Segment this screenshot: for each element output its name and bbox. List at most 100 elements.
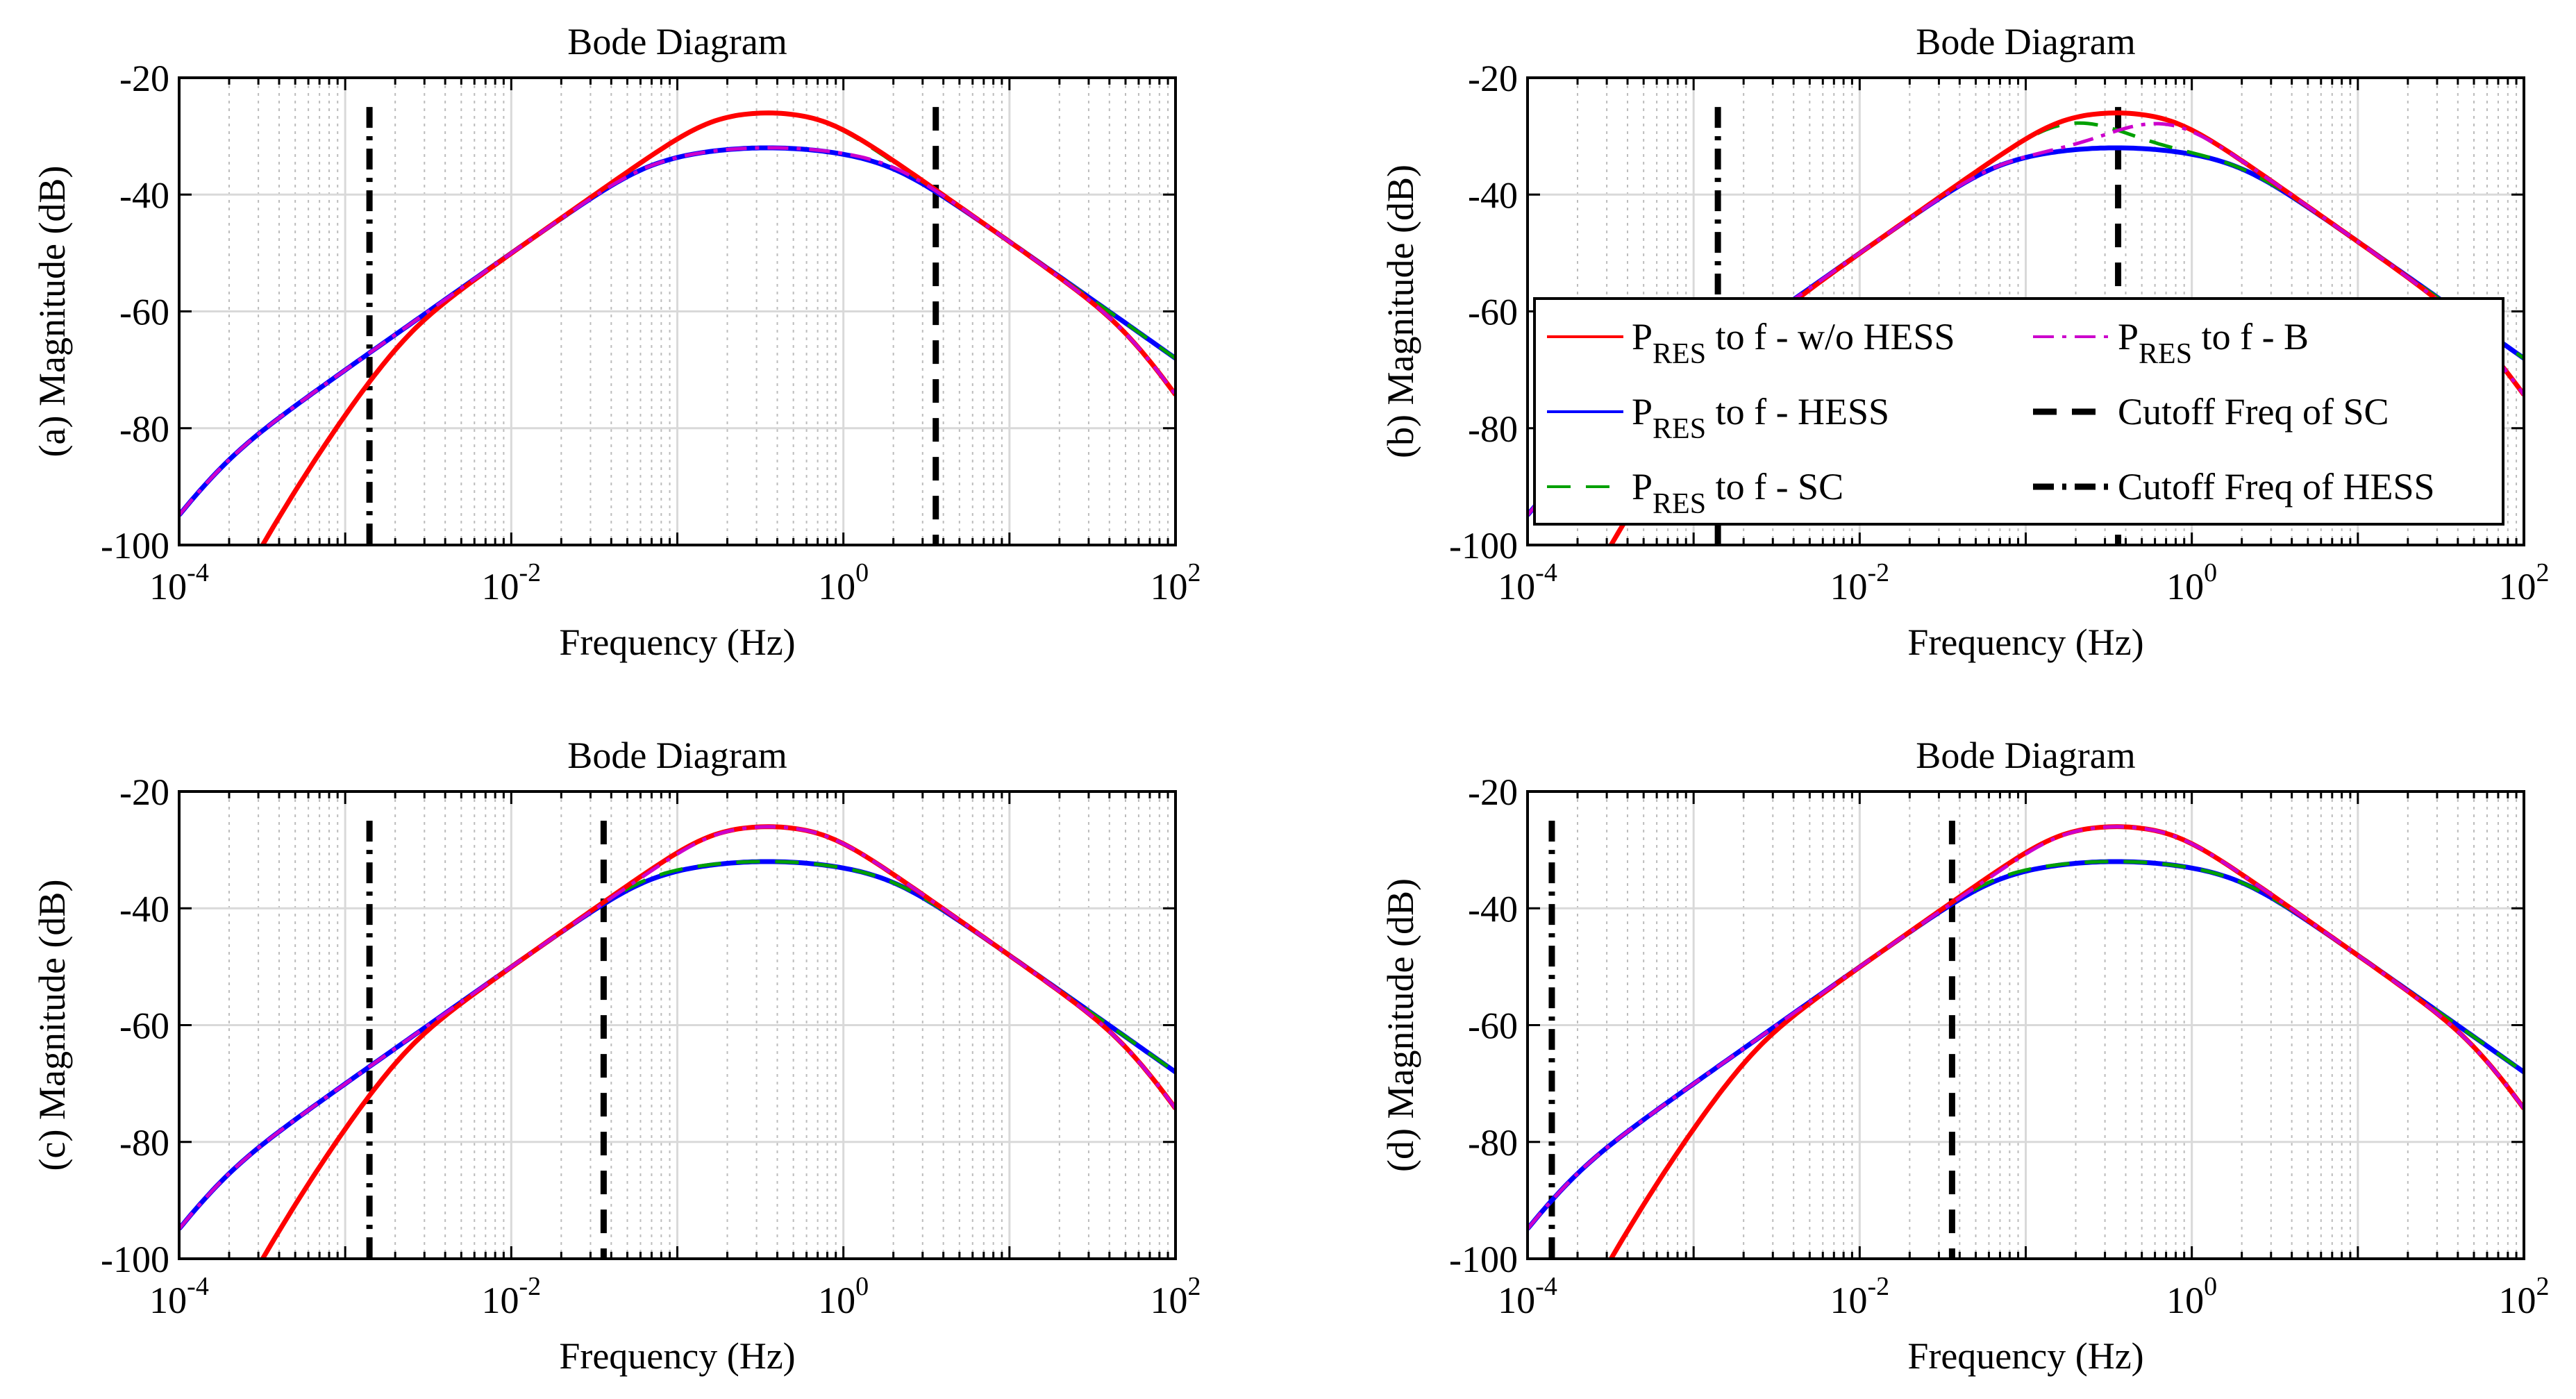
x-tick-label: 102 bbox=[2499, 1272, 2550, 1321]
y-tick-label: -80 bbox=[119, 408, 169, 450]
legend-label-sub: RES bbox=[2139, 338, 2192, 370]
x-tick-exponent: 2 bbox=[2536, 1272, 2550, 1301]
legend-label-rest: to f - B bbox=[2192, 316, 2309, 358]
x-tick-base: 10 bbox=[2166, 566, 2204, 608]
x-tick-exponent: 0 bbox=[855, 1272, 869, 1301]
y-tick-label: -60 bbox=[119, 292, 169, 333]
y-axis-label: (c) Magnitude (dB) bbox=[31, 880, 73, 1171]
x-tick-exponent: -2 bbox=[1868, 1272, 1890, 1301]
x-tick-label: 100 bbox=[2166, 1272, 2217, 1321]
x-tick-exponent: -2 bbox=[1868, 558, 1890, 587]
x-axis-label: Frequency (Hz) bbox=[559, 621, 795, 663]
x-tick-label: 10-4 bbox=[149, 1272, 209, 1321]
legend-label-sub: RES bbox=[1653, 413, 1706, 445]
x-tick-base: 10 bbox=[1498, 566, 1535, 608]
y-tick-label: -100 bbox=[1449, 525, 1518, 567]
legend-box bbox=[1533, 297, 2504, 526]
x-tick-exponent: 2 bbox=[1188, 558, 1201, 587]
x-tick-exponent: -4 bbox=[187, 1272, 209, 1301]
x-tick-base: 10 bbox=[818, 566, 855, 608]
legend-label-wo_hess: PRES to f - w/o HESS bbox=[1632, 316, 1955, 370]
legend-label-rest: to f - HESS bbox=[1706, 391, 1889, 433]
x-tick-base: 10 bbox=[1830, 1280, 1868, 1321]
x-tick-exponent: 0 bbox=[2204, 558, 2217, 587]
x-axis-label: Frequency (Hz) bbox=[1907, 1335, 2143, 1377]
x-tick-label: 10-2 bbox=[482, 558, 542, 608]
y-axis-label: (b) Magnitude (dB) bbox=[1380, 165, 1421, 458]
axes-frame bbox=[178, 790, 1177, 1260]
x-tick-exponent: -4 bbox=[187, 558, 209, 587]
legend-label-cut_sc: Cutoff Freq of SC bbox=[2118, 391, 2389, 433]
legend-label-main: P bbox=[1632, 316, 1653, 358]
y-tick-label: -100 bbox=[101, 525, 169, 567]
x-tick-label: 10-4 bbox=[149, 558, 209, 608]
legend-label-rest: to f - SC bbox=[1706, 466, 1843, 508]
plot-series-group bbox=[1528, 821, 2524, 1259]
axes-frame bbox=[1526, 790, 2525, 1260]
y-tick-label: -60 bbox=[1468, 1005, 1518, 1047]
x-axis-label: Frequency (Hz) bbox=[559, 1335, 795, 1377]
x-tick-exponent: 0 bbox=[855, 558, 869, 587]
chart-title: Bode Diagram bbox=[1916, 735, 2135, 776]
legend-label-rest: to f - w/o HESS bbox=[1706, 316, 1955, 358]
x-tick-base: 10 bbox=[2499, 566, 2536, 608]
y-tick-label: -80 bbox=[119, 1122, 169, 1164]
axes-frame bbox=[178, 76, 1177, 546]
legend-label-main: P bbox=[1632, 466, 1653, 508]
legend-label-rest: Cutoff Freq of HESS bbox=[2118, 466, 2435, 508]
y-tick-label: -40 bbox=[1468, 888, 1518, 930]
series-line-b bbox=[179, 825, 1176, 1230]
chart-title: Bode Diagram bbox=[567, 21, 787, 62]
y-tick-label: -80 bbox=[1468, 408, 1518, 450]
x-tick-base: 10 bbox=[1151, 566, 1188, 608]
legend-label-main: P bbox=[1632, 391, 1653, 433]
x-tick-exponent: 0 bbox=[2204, 1272, 2217, 1301]
x-tick-base: 10 bbox=[1830, 566, 1868, 608]
x-tick-label: 10-4 bbox=[1498, 1272, 1557, 1321]
legend-label-b: PRES to f - B bbox=[2118, 316, 2309, 370]
y-tick-label: -100 bbox=[1449, 1239, 1518, 1280]
chart-title: Bode Diagram bbox=[567, 735, 787, 776]
legend-label-rest: Cutoff Freq of SC bbox=[2118, 391, 2389, 433]
x-tick-exponent: 2 bbox=[1188, 1272, 1201, 1301]
plot-series-group bbox=[179, 107, 1176, 545]
x-tick-label: 102 bbox=[2499, 558, 2550, 608]
x-tick-label: 10-4 bbox=[1498, 558, 1557, 608]
x-tick-label: 100 bbox=[818, 558, 869, 608]
plot-series-group bbox=[179, 821, 1176, 1259]
x-tick-exponent: -2 bbox=[519, 558, 542, 587]
y-tick-label: -100 bbox=[101, 1239, 169, 1280]
y-axis-label: (a) Magnitude (dB) bbox=[31, 166, 73, 458]
x-tick-base: 10 bbox=[149, 566, 187, 608]
y-tick-label: -40 bbox=[119, 174, 169, 216]
x-tick-base: 10 bbox=[149, 1280, 187, 1321]
x-tick-label: 100 bbox=[2166, 558, 2217, 608]
x-tick-label: 10-2 bbox=[1830, 558, 1890, 608]
series-line-b bbox=[179, 146, 1176, 517]
x-tick-base: 10 bbox=[1498, 1280, 1535, 1321]
x-tick-exponent: -2 bbox=[519, 1272, 542, 1301]
legend-label-sub: RES bbox=[1653, 488, 1706, 520]
legend-label-hess: PRES to f - HESS bbox=[1632, 391, 1889, 445]
x-tick-exponent: -4 bbox=[1535, 1272, 1557, 1301]
legend-label-cut_hess: Cutoff Freq of HESS bbox=[2118, 466, 2435, 508]
x-tick-label: 10-2 bbox=[482, 1272, 542, 1321]
x-tick-base: 10 bbox=[482, 566, 519, 608]
legend-label-main: P bbox=[2118, 316, 2139, 358]
x-tick-base: 10 bbox=[1151, 1280, 1188, 1321]
legend-label-sub: RES bbox=[1653, 338, 1706, 370]
x-tick-label: 100 bbox=[818, 1272, 869, 1321]
y-tick-label: -60 bbox=[1468, 292, 1518, 333]
y-tick-label: -40 bbox=[1468, 174, 1518, 216]
y-tick-label: -40 bbox=[119, 888, 169, 930]
y-axis-label: (d) Magnitude (dB) bbox=[1380, 878, 1421, 1172]
x-tick-exponent: 2 bbox=[2536, 558, 2550, 587]
x-tick-base: 10 bbox=[2166, 1280, 2204, 1321]
x-tick-label: 102 bbox=[1151, 1272, 1201, 1321]
series-line-b bbox=[1528, 825, 2524, 1230]
y-tick-label: -20 bbox=[119, 58, 169, 99]
